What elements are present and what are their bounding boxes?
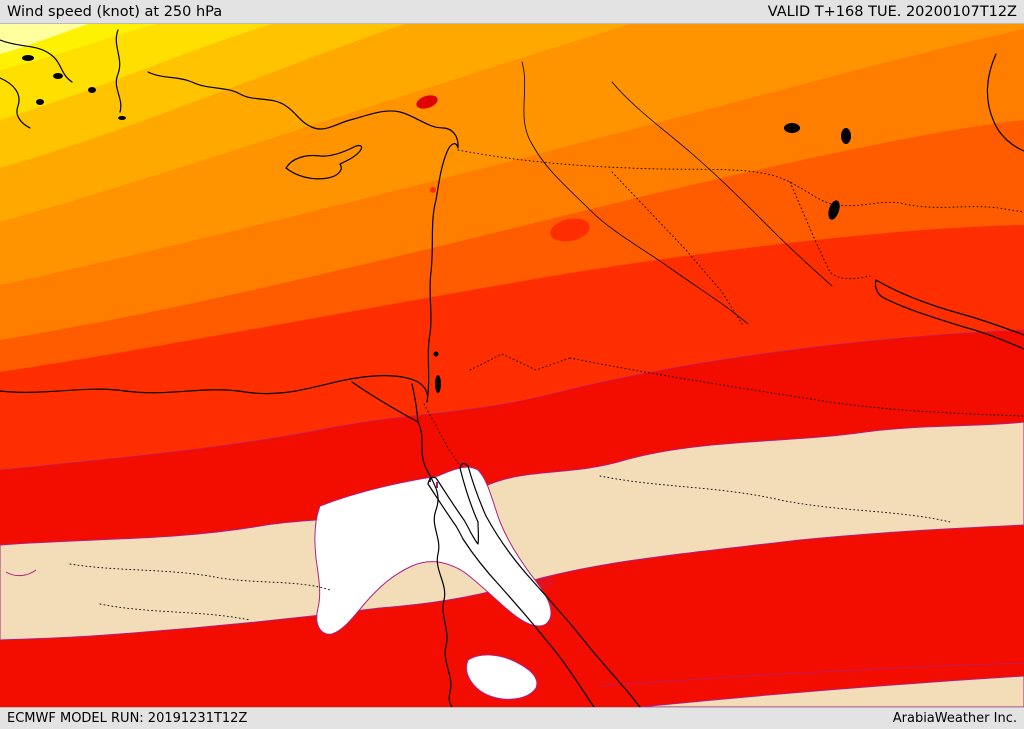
caspian-coastline <box>986 53 1024 152</box>
border-line <box>423 403 461 467</box>
gulf-of-aqaba-coast <box>459 462 469 469</box>
border-line <box>69 563 331 591</box>
lake-van <box>784 123 800 133</box>
wind-spot-red <box>550 218 590 242</box>
aegean-coastline <box>0 77 31 129</box>
border-line <box>569 357 1024 417</box>
euphrates-river <box>521 61 749 325</box>
gulf-of-aqaba-coast <box>459 467 479 523</box>
tigris-river <box>611 81 833 287</box>
wind-map-svg <box>0 24 1024 707</box>
valid-time-label: VALID T+168 TUE. 20200107T12Z <box>767 3 1017 20</box>
wind-speed-map <box>0 24 1024 707</box>
border-line <box>599 475 951 523</box>
calm-region <box>314 466 552 635</box>
wind-band-cream-sliver <box>639 675 1024 707</box>
island <box>118 116 126 120</box>
nile-delta-branch <box>351 381 419 423</box>
wind-spot-small <box>430 187 436 193</box>
sea-of-galilee <box>433 351 439 357</box>
brand-label: ArabiaWeather Inc. <box>892 711 1017 726</box>
island <box>53 73 63 79</box>
red-sea-coast <box>462 538 595 707</box>
border-line <box>789 181 871 280</box>
contour-line <box>0 329 1024 471</box>
mediterranean-coastline <box>0 71 459 403</box>
lake-tharthar <box>828 200 840 220</box>
contour-line <box>599 662 1024 687</box>
persian-gulf-coast <box>883 297 1024 350</box>
aegean-coastline <box>0 39 73 83</box>
lake-urmia <box>841 128 851 144</box>
gulf-of-aqaba-coast <box>467 465 487 517</box>
gulf-of-suez-coast <box>427 483 464 540</box>
nile-river <box>417 421 453 707</box>
country-borders <box>69 149 1024 621</box>
border-line <box>457 149 1024 213</box>
header-bar: Wind speed (knot) at 250 hPa VALID T+168… <box>0 0 1024 24</box>
lakes-and-islands <box>22 55 851 393</box>
dead-sea <box>435 375 441 393</box>
coastlines <box>0 29 1024 707</box>
contour-tick <box>436 482 438 488</box>
wind-spot-dark-red <box>416 95 438 109</box>
aegean-coastline <box>115 29 122 113</box>
island <box>36 99 44 105</box>
gulf-of-suez-coast <box>435 477 472 534</box>
border-line <box>99 603 251 621</box>
cyprus-coastline <box>285 145 363 180</box>
footer-bar: ECMWF MODEL RUN: 20191231T12Z ArabiaWeat… <box>0 707 1024 729</box>
gulf-of-suez-coast <box>427 476 437 485</box>
calm-region-small <box>466 654 538 700</box>
contour-line <box>5 569 37 577</box>
wind-band-yellow-core <box>0 24 88 54</box>
model-run-label: ECMWF MODEL RUN: 20191231T12Z <box>7 711 248 726</box>
red-sea-coast <box>485 515 641 707</box>
persian-gulf-coast <box>874 279 885 299</box>
island <box>22 55 34 61</box>
island <box>88 87 96 93</box>
wind-spot-ringed <box>540 577 552 587</box>
map-title: Wind speed (knot) at 250 hPa <box>7 3 223 20</box>
nile-delta-branch <box>411 383 419 423</box>
persian-gulf-coast <box>875 279 1024 336</box>
sinai-tip-coast <box>470 521 480 545</box>
